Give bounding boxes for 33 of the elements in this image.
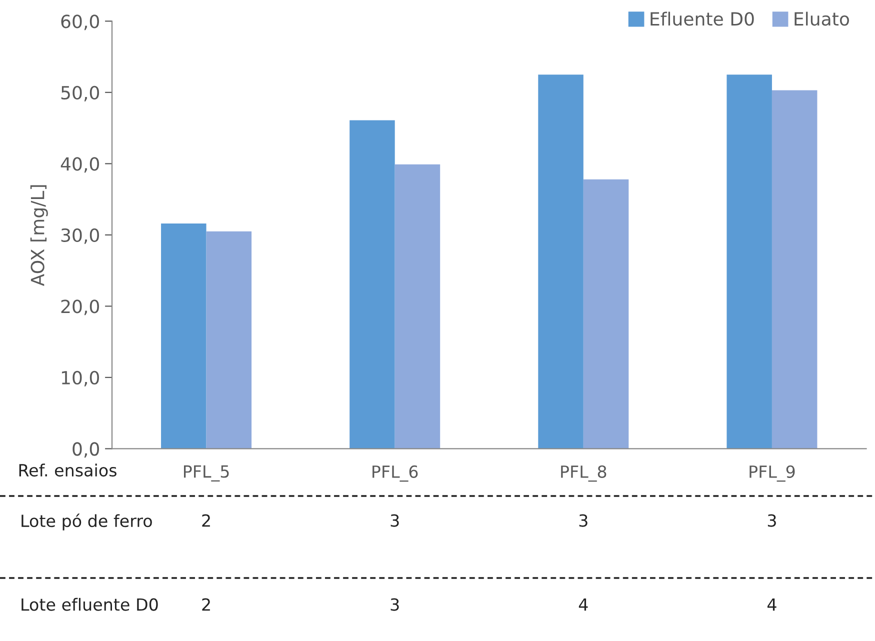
bar xyxy=(206,231,252,449)
bar xyxy=(726,74,772,449)
bar xyxy=(538,74,584,449)
y-tick-label: 10,0 xyxy=(62,370,99,386)
text: 3 xyxy=(390,514,399,527)
x-tick-label: PFL_5 xyxy=(184,465,229,482)
text: 4 xyxy=(578,598,588,611)
bar xyxy=(583,179,629,449)
y-tick-label: 0,0 xyxy=(72,442,99,458)
y-tick-label: 50,0 xyxy=(61,86,99,102)
text: 2 xyxy=(202,598,210,611)
y-tick-label: 30,0 xyxy=(61,228,99,244)
y-axis-title: AOX [mg/L] xyxy=(30,185,48,286)
bar xyxy=(772,90,818,449)
text: Lote efluente D0 xyxy=(22,598,158,611)
x-axis-title: Ref. ensaios xyxy=(19,464,116,477)
x-tick-label: PFL_8 xyxy=(561,465,606,482)
text: 2 xyxy=(202,514,210,527)
y-tick-label: 40,0 xyxy=(60,157,99,173)
text: Lote pó de ferro xyxy=(22,514,152,530)
legend-label: Efluente D0 xyxy=(650,12,754,26)
x-tick-label: PFL_6 xyxy=(372,465,418,482)
text: 3 xyxy=(768,514,776,527)
text: 3 xyxy=(579,514,588,527)
legend-label: Eluato xyxy=(794,12,850,26)
y-tick-label: 60,0 xyxy=(61,14,99,30)
y-tick-label: 20,0 xyxy=(61,300,99,316)
text: 3 xyxy=(390,598,399,611)
text: 4 xyxy=(767,598,776,611)
bar xyxy=(350,120,395,449)
x-tick-label: PFL_9 xyxy=(750,465,795,482)
bar xyxy=(394,164,440,449)
bar xyxy=(161,224,206,449)
